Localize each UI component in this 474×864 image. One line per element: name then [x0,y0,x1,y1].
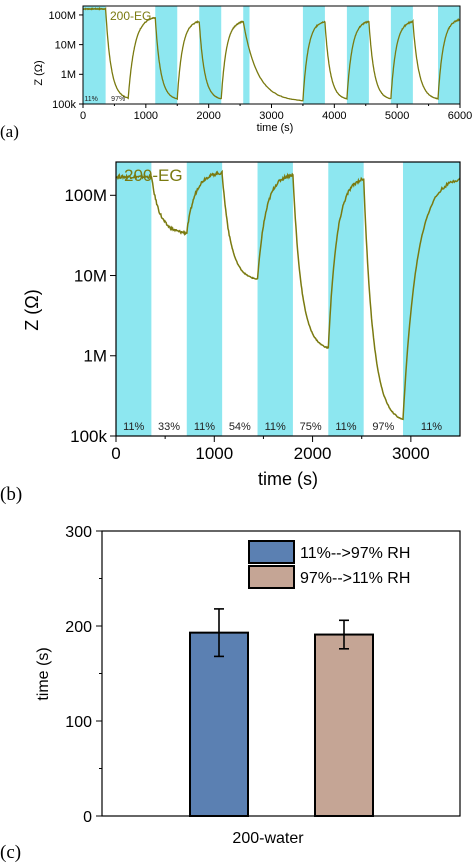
x-axis-label: 200-water [232,830,304,847]
y-tick-label: 1M [83,347,107,366]
humidity-labels: 11% 33% 11% 54% 11% 75% 11% 97% 11% [123,421,442,433]
humidity-band [83,6,106,104]
bar [189,631,249,818]
y-axis-ticks: 0 100 200 300 [65,524,102,826]
panel-b: 0 1000 2000 3000 100k 1M 10M 100M 11% 33% 11% 54%… [0,161,461,505]
x-axis-label: time (s) [258,469,318,489]
y-tick-label: 10M [74,266,107,285]
humidity-band [438,6,460,104]
humidity-label: 97% [111,96,125,103]
plot-frame [115,161,461,437]
humidity-band [390,6,413,104]
y-axis-label: Z (Ω) [33,60,45,85]
humidity-bands [116,162,460,436]
humidity-band [257,162,293,436]
panel-label: (c) [0,842,21,863]
impedance-curve [115,169,461,421]
x-tick-label: 0 [111,444,120,463]
legend-swatch [248,540,295,564]
y-tick-label: 10M [55,39,76,51]
humidity-bands [83,6,460,104]
humidity-label: 11% [421,421,442,433]
humidity-band [243,6,250,104]
x-axis-label: time (s) [257,122,294,134]
legend-label: 11%-->97% RH [300,545,410,562]
x-tick-label: 2000 [294,444,332,463]
humidity-label: 97% [372,421,394,433]
sample-annotation: 200-EG [110,9,151,23]
humidity-label: 11% [335,421,356,433]
y-tick-label: 300 [65,524,92,541]
impedance-curve [82,6,461,102]
x-tick-label: 3000 [392,444,430,463]
y-tick-label: 100M [48,10,76,22]
humidity-label: 33% [158,421,180,433]
x-axis-ticks: 0 1000 2000 3000 [111,436,430,463]
humidity-band [186,162,223,436]
y-tick-label: 100k [70,427,107,446]
humidity-label: 11% [123,421,144,433]
x-tick-label: 0 [80,110,86,122]
y-tick-label: 100M [64,186,107,205]
humidity-label: 54% [229,421,251,433]
sample-annotation: 200-EG [124,166,183,185]
humidity-label: 11% [265,421,286,433]
bar [314,633,374,817]
x-axis-ticks: 0 1000 2000 3000 4000 5000 6000 [80,104,472,122]
legend-swatch [248,565,295,589]
y-tick-label: 100k [52,99,76,111]
bars [189,608,374,818]
x-tick-label: 1000 [134,110,158,122]
humidity-band [302,6,325,104]
humidity-label: 11% [194,421,215,433]
x-tick-label: 3000 [259,110,283,122]
humidity-label: 75% [300,421,322,433]
x-tick-label: 6000 [448,110,472,122]
y-tick-label: 0 [83,809,92,826]
x-tick-label: 5000 [385,110,409,122]
x-tick-label: 2000 [196,110,220,122]
humidity-band [328,162,364,436]
legend: 11%-->97% RH 97%-->11% RH [248,540,410,589]
y-tick-label: 1M [61,69,76,81]
legend-label: 97%-->11% RH [300,570,410,587]
humidity-band [346,6,369,104]
humidity-label: 11% [84,96,98,103]
y-axis-ticks: 100k 1M 10M 100M [48,10,83,111]
humidity-band [199,6,222,104]
y-tick-label: 200 [65,619,92,636]
panel-c: 0 100 200 300 11%-->97% RH 97%-->11% RH 200-… [0,524,461,863]
panel-label: (b) [0,484,22,505]
y-tick-label: 100 [65,714,92,731]
humidity-labels: 11% 97% [84,96,125,103]
y-axis-ticks: 100k 1M 10M 100M [64,186,116,446]
x-tick-label: 4000 [322,110,346,122]
y-axis-label: time (s) [35,647,52,700]
humidity-band [155,6,178,104]
panel-label: (a) [0,122,19,141]
y-axis-label: Z (Ω) [22,289,42,330]
x-tick-label: 1000 [195,444,233,463]
panel-a: 0 1000 2000 3000 4000 5000 6000 100k1M10M100M … [0,5,472,141]
humidity-band [116,162,152,436]
